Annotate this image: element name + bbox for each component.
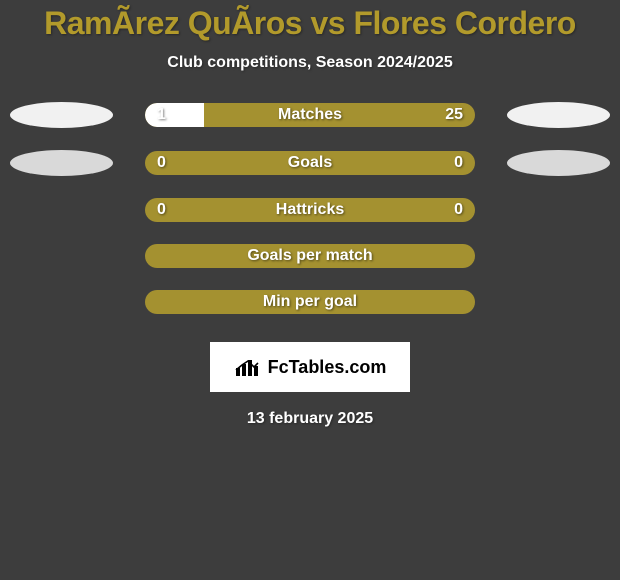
chart-icon	[234, 356, 260, 378]
stat-value-left: 1	[157, 106, 166, 124]
stat-row: 0 Hattricks 0	[0, 198, 620, 222]
page-title: RamÃrez QuÃros vs Flores Cordero	[0, 0, 620, 42]
player-left-ellipse	[10, 150, 113, 176]
stat-bar: 0 Hattricks 0	[145, 198, 475, 222]
page-subtitle: Club competitions, Season 2024/2025	[0, 54, 620, 72]
date-text: 13 february 2025	[0, 410, 620, 428]
stat-bar: Min per goal	[145, 290, 475, 314]
stat-value-left: 0	[157, 201, 166, 219]
comparison-infographic: RamÃrez QuÃros vs Flores Cordero Club co…	[0, 0, 620, 580]
brand-logo: FcTables.com	[210, 342, 411, 392]
stat-label: Matches	[278, 106, 342, 124]
stat-value-right: 25	[445, 106, 463, 124]
stat-label: Hattricks	[276, 201, 344, 219]
stat-row: Min per goal	[0, 290, 620, 314]
stat-bar: 0 Goals 0	[145, 151, 475, 175]
right-ellipse-slot	[475, 150, 610, 176]
stat-label: Goals per match	[247, 247, 372, 265]
stat-bar: 1 Matches 25	[145, 103, 475, 127]
player-right-ellipse	[507, 150, 610, 176]
stat-row: 1 Matches 25	[0, 102, 620, 128]
right-ellipse-slot	[475, 102, 610, 128]
stat-value-left: 0	[157, 154, 166, 172]
stat-label: Goals	[288, 154, 332, 172]
stat-row: Goals per match	[0, 244, 620, 268]
stat-bar-fill-left	[145, 103, 204, 127]
stat-value-right: 0	[454, 154, 463, 172]
player-left-ellipse	[10, 102, 113, 128]
left-ellipse-slot	[10, 102, 145, 128]
stat-label: Min per goal	[263, 293, 357, 311]
left-ellipse-slot	[10, 150, 145, 176]
player-right-ellipse	[507, 102, 610, 128]
stat-bars-container: 1 Matches 25 0 Goals 0 0 Hattricks 0 Goals per ma…	[0, 102, 620, 314]
stat-bar: Goals per match	[145, 244, 475, 268]
brand-logo-text: FcTables.com	[268, 357, 387, 378]
stat-value-right: 0	[454, 201, 463, 219]
stat-row: 0 Goals 0	[0, 150, 620, 176]
